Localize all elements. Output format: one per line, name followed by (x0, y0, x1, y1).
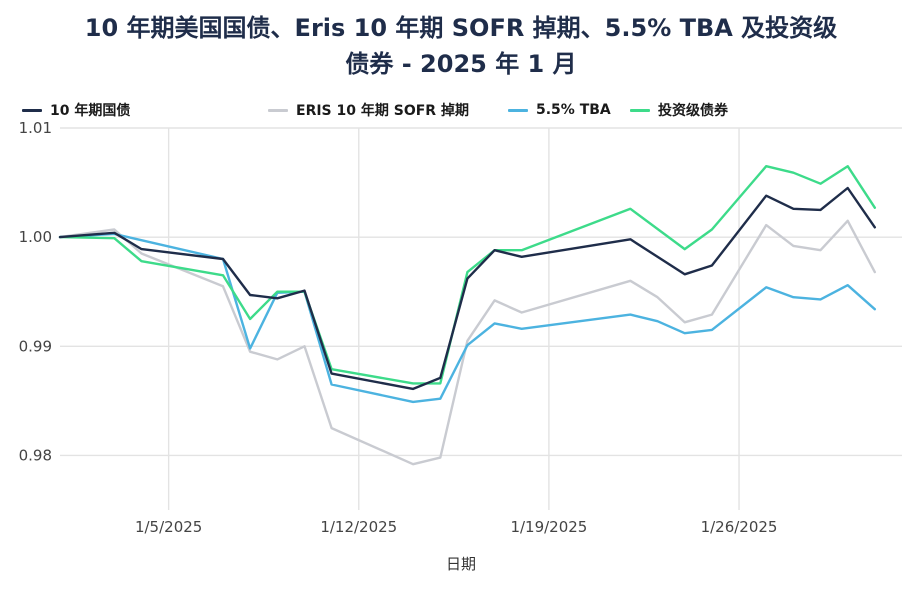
chart-series (58, 164, 876, 466)
legend-item-treasury: 10 年期国债 (22, 98, 130, 122)
x-tick-label: 1/26/2025 (701, 518, 778, 536)
x-axis: 1/5/2025 1/12/2025 1/19/2025 1/26/2025 (135, 518, 778, 536)
series-line-sofr-swap (58, 219, 876, 466)
legend-swatch-treasury (22, 108, 42, 112)
chart-grid (60, 127, 902, 510)
chart-title-line-1: 10 年期美国国债、Eris 10 年期 SOFR 掉期、5.5% TBA 及投… (84, 14, 838, 42)
series-line-treasury (58, 186, 876, 391)
chart-legend: 10 年期国债 ERIS 10 年期 SOFR 掉期 5.5% TBA 投资级债… (0, 98, 922, 122)
legend-label-tba: 5.5% TBA (536, 102, 611, 118)
y-axis: 0.98 0.99 1.00 1.01 (19, 119, 52, 464)
legend-item-sofr-swap: ERIS 10 年期 SOFR 掉期 (268, 98, 469, 122)
x-tick-label: 1/5/2025 (135, 518, 202, 536)
legend-item-ig-bonds: 投资级债券 (630, 98, 728, 122)
legend-item-tba: 5.5% TBA (508, 98, 611, 122)
y-tick-label: 0.99 (19, 337, 52, 355)
series-line-tba (58, 232, 876, 404)
legend-swatch-sofr-swap (268, 108, 288, 112)
chart-title-line-2: 债券 - 2025 年 1 月 (345, 50, 577, 78)
x-axis-label: 日期 (445, 555, 476, 573)
x-tick-label: 1/12/2025 (320, 518, 397, 536)
chart-title: 10 年期美国国债、Eris 10 年期 SOFR 掉期、5.5% TBA 及投… (0, 10, 922, 82)
legend-swatch-tba (508, 108, 528, 112)
y-tick-label: 1.00 (19, 228, 52, 246)
y-tick-label: 0.98 (19, 446, 52, 464)
x-tick-label: 1/19/2025 (510, 518, 587, 536)
legend-swatch-ig-bonds (630, 108, 650, 112)
legend-label-treasury: 10 年期国债 (50, 103, 131, 119)
y-tick-label: 1.01 (19, 119, 52, 137)
legend-label-sofr-swap: ERIS 10 年期 SOFR 掉期 (296, 103, 469, 119)
legend-label-ig-bonds: 投资级债券 (658, 103, 728, 119)
series-line-ig-bonds (58, 164, 876, 385)
